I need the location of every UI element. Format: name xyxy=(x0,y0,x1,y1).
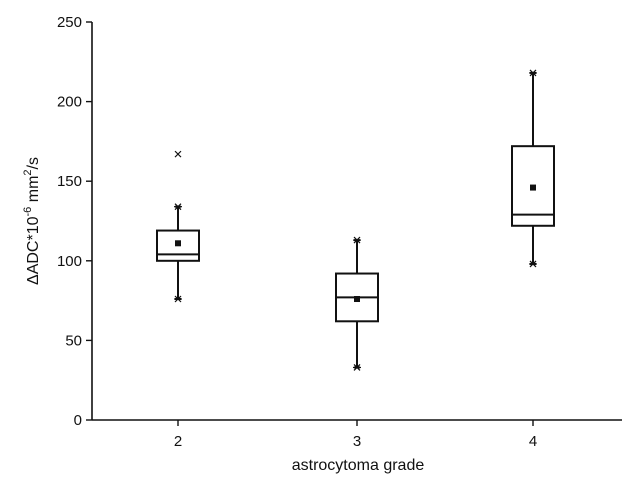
x-tick-label-4: 4 xyxy=(529,433,537,450)
boxes xyxy=(156,69,555,371)
max-marker xyxy=(174,203,182,211)
mean-marker xyxy=(175,240,181,247)
min-marker xyxy=(174,295,182,303)
y-axis-title-unit: mm xyxy=(25,176,42,207)
y-axis-title-exponent: -6 xyxy=(22,207,34,217)
max-marker xyxy=(353,236,361,244)
x-tick-label-3: 3 xyxy=(353,433,361,450)
y-axis-title-suffix: /s xyxy=(25,157,42,169)
y-tick-label-100: 100 xyxy=(57,253,82,270)
box-group-grade-2 xyxy=(156,150,200,303)
y-axis-title-unit-exponent: 2 xyxy=(22,169,34,175)
y-tick-label-150: 150 xyxy=(57,173,82,190)
box-group-grade-4 xyxy=(511,69,555,268)
x-tick-label-2: 2 xyxy=(174,433,182,450)
x-ticks: 2 3 4 xyxy=(174,420,537,450)
outlier-stroke-b xyxy=(174,150,182,158)
x-axis-title: astrocytoma grade xyxy=(292,457,425,474)
max-marker xyxy=(529,69,537,77)
y-axis-title-prefix: ΔADC*10 xyxy=(25,216,42,285)
outlier-marker-0 xyxy=(174,150,182,158)
y-tick-label-200: 200 xyxy=(57,94,82,111)
min-marker xyxy=(353,364,361,371)
y-tick-label-50: 50 xyxy=(65,332,82,349)
y-tick-label-0: 0 xyxy=(74,412,82,429)
mean-marker xyxy=(354,296,360,303)
y-tick-label-250: 250 xyxy=(57,14,82,31)
y-axis-title: ΔADC*10-6 mm2/s xyxy=(22,157,42,285)
mean-marker xyxy=(530,184,536,191)
y-ticks: 0 50 100 150 200 250 xyxy=(57,14,92,429)
min-marker xyxy=(529,260,537,268)
box-group-grade-3 xyxy=(335,236,379,371)
